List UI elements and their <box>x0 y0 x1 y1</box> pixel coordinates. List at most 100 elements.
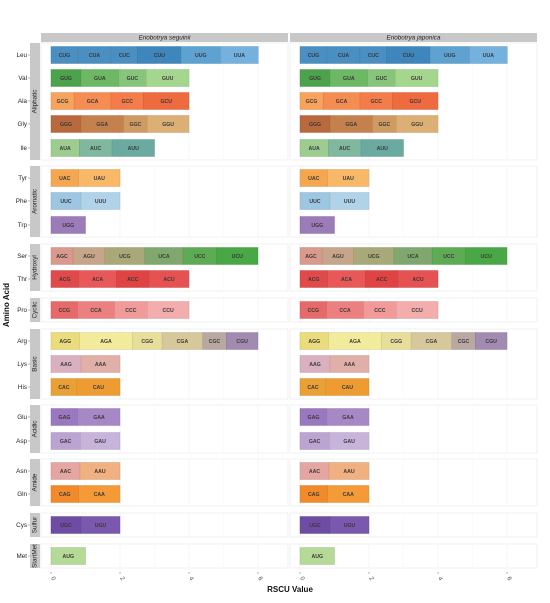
amino-acid-label: Leu <box>16 52 27 59</box>
bar-segment <box>475 332 508 350</box>
codon-label: CCU <box>163 308 174 314</box>
bar-segment <box>220 46 259 64</box>
codon-label: CCG <box>59 308 71 314</box>
panel-title: Eriobotrya japonica <box>387 35 441 42</box>
bar-segment <box>329 432 370 450</box>
codon-label: CCC <box>125 308 136 314</box>
x-tick-label: 4 <box>436 576 443 582</box>
codon-label: CGG <box>141 339 153 345</box>
codon-label: GCC <box>121 99 133 105</box>
group-strip <box>30 166 40 237</box>
codon-label: CCA <box>339 308 350 314</box>
codon-label: GGU <box>411 122 423 128</box>
codon-label: CAG <box>308 492 320 498</box>
amino-acid-label: Thr <box>18 276 27 283</box>
bar-segment <box>78 485 121 503</box>
group-strip <box>30 459 40 506</box>
codon-label: CAC <box>58 385 69 391</box>
codon-label: AUA <box>309 146 320 152</box>
bar-segment <box>396 301 439 319</box>
codon-label: ACG <box>59 277 71 283</box>
codon-label: CUA <box>338 53 349 59</box>
codon-label: AGA <box>100 339 112 345</box>
codon-label: AGC <box>305 254 317 260</box>
codon-label: AAA <box>344 362 355 368</box>
codon-label: ACC <box>376 277 387 283</box>
codon-label: GCG <box>306 99 318 105</box>
codon-label: GCG <box>57 99 69 105</box>
amino-acid-label: Gln <box>17 491 27 498</box>
codon-label: AGU <box>83 254 95 260</box>
bar-segment <box>326 408 370 426</box>
group-label: Cyclic <box>32 302 39 319</box>
x-axis-title: RSCU Value <box>267 585 313 594</box>
amino-acid-label: Cys <box>16 522 27 529</box>
codon-label: UGU <box>344 523 356 529</box>
codon-label: UCU <box>232 254 243 260</box>
amino-acid-label: Phe <box>16 198 28 205</box>
codon-label: ACA <box>341 277 352 283</box>
amino-acid-label: Met <box>17 553 28 560</box>
bar-segment <box>216 247 259 265</box>
codon-label: CUU <box>154 53 165 59</box>
amino-acid-label: Ser <box>17 253 27 260</box>
codon-label: CAU <box>342 385 353 391</box>
codon-label: AUC <box>90 146 101 152</box>
x-tick-label: 6 <box>505 576 512 582</box>
amino-acid-label: Asp <box>16 438 27 445</box>
amino-acid-label: Gly <box>18 121 28 128</box>
group-label: Aromatic <box>32 189 39 214</box>
codon-label: UGC <box>60 523 72 529</box>
bar-segment <box>469 46 508 64</box>
codon-label: CUG <box>59 53 71 59</box>
codon-label: AGG <box>308 339 320 345</box>
codon-label: AUU <box>377 146 388 152</box>
bar-segment <box>327 169 370 187</box>
group-strip <box>30 298 40 322</box>
codon-label: UAC <box>59 176 70 182</box>
codon-label: GCA <box>87 99 99 105</box>
group-label: Sulfur <box>32 517 39 533</box>
amino-acid-label: Tyr <box>18 175 27 182</box>
codon-label: ACU <box>412 277 423 283</box>
bar-segment <box>147 301 190 319</box>
amino-acid-label: Ala <box>18 98 28 105</box>
codon-label: CAC <box>307 385 318 391</box>
codon-label: GAC <box>309 439 321 445</box>
group-strip <box>30 513 40 537</box>
codon-label: GCA <box>336 99 348 105</box>
codon-label: CCG <box>308 308 320 314</box>
codon-label: UCC <box>443 254 454 260</box>
codon-label: CUG <box>308 53 320 59</box>
bar-segment <box>146 69 190 87</box>
codon-label: GCU <box>160 99 172 105</box>
codon-label: CUC <box>119 53 130 59</box>
codon-label: ACU <box>163 277 174 283</box>
codon-label: GAG <box>308 415 320 421</box>
x-tick-label: 4 <box>187 576 194 582</box>
codon-label: ACA <box>92 277 103 283</box>
x-tick-label: 2 <box>367 576 374 582</box>
y-axis-title: Amino Acid <box>2 283 11 327</box>
codon-label: CGU <box>236 339 248 345</box>
codon-label: ACC <box>127 277 138 283</box>
group-label: Hydroxyl <box>32 255 39 280</box>
codon-label: CUC <box>368 53 379 59</box>
codon-label: AAU <box>94 469 105 475</box>
codon-label: CGA <box>426 339 438 345</box>
codon-label: CCC <box>374 308 385 314</box>
bar-segment <box>299 547 335 565</box>
bar-segment <box>325 378 370 396</box>
amino-acid-label: Pro <box>17 307 27 314</box>
codon-label: UUA <box>234 53 245 59</box>
bar-segment <box>50 216 86 234</box>
codon-label: UAC <box>308 176 319 182</box>
codon-label: CUA <box>89 53 100 59</box>
codon-label: CGG <box>390 339 402 345</box>
bar-segment <box>79 462 121 480</box>
x-tick-label: 0 <box>298 576 305 582</box>
codon-label: GGC <box>378 122 390 128</box>
x-tick-label: 6 <box>256 576 263 582</box>
bar-segment <box>329 192 370 210</box>
